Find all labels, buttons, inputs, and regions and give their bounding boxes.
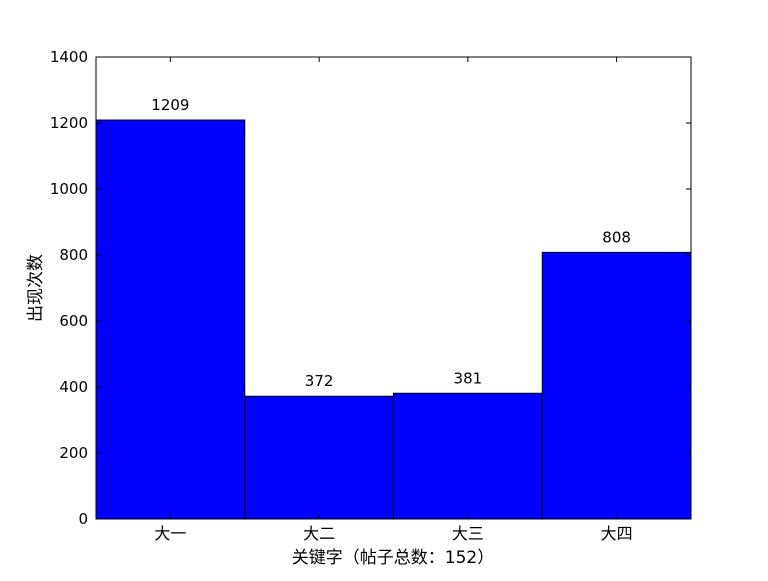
y-tick-label-2: 200 (59, 444, 88, 462)
data-label-4: 808 (602, 228, 631, 246)
x-axis-title: 关键字（帖子总数：152） (292, 548, 494, 568)
x-tick-label-1: 大一 (154, 524, 186, 543)
plot-frame (95, 56, 692, 520)
x-tick-label-2: 大二 (303, 524, 335, 543)
bar-3 (393, 392, 543, 520)
y-tick-label-3: 400 (59, 378, 88, 396)
bar-2 (244, 395, 394, 520)
y-tick-label-4: 600 (59, 312, 88, 330)
bars-layer (95, 119, 692, 520)
data-labels-layer: 1209 372 381 808 (151, 96, 631, 390)
bar-1 (95, 119, 246, 520)
y-axis-title: 出现次数 (26, 254, 46, 322)
x-axis: 大一 大二 大三 大四 (154, 57, 633, 543)
y-tick-label-1: 0 (78, 510, 88, 528)
data-label-2: 372 (305, 372, 334, 390)
bar-4 (541, 251, 692, 520)
y-tick-label-5: 800 (59, 246, 88, 264)
y-tick-label-6: 1000 (50, 180, 88, 198)
y-tick-label-7: 1200 (50, 114, 88, 132)
x-tick-label-3: 大三 (452, 524, 484, 543)
y-axis: 0 200 400 600 800 1000 1200 1400 (50, 48, 691, 528)
y-tick-label-8: 1400 (50, 48, 88, 66)
data-label-3: 381 (454, 369, 483, 387)
x-tick-label-4: 大四 (601, 524, 633, 543)
data-label-1: 1209 (151, 96, 189, 114)
